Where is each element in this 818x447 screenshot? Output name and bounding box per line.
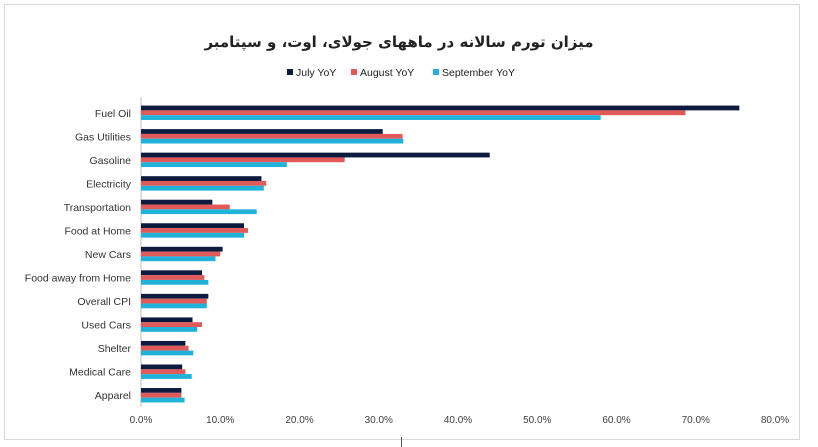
bar-september (141, 397, 185, 403)
bar-july (141, 105, 740, 111)
category-label: Electricity (86, 178, 132, 190)
legend-swatch-0 (287, 69, 293, 75)
x-tick-label: 70.0% (682, 415, 710, 426)
category-label: New Cars (85, 249, 131, 261)
x-tick-label: 30.0% (365, 415, 393, 426)
bar-july (141, 340, 186, 346)
bar-september (141, 138, 404, 144)
bar-july (141, 223, 245, 229)
bar-august (141, 180, 267, 186)
category-label: Used Cars (81, 320, 131, 332)
bar-july (141, 152, 490, 158)
bar-august (141, 110, 686, 116)
bar-july (141, 270, 203, 276)
category-label: Fuel Oil (95, 108, 131, 120)
bar-july (141, 129, 383, 134)
legend-label-0: July YoY (296, 67, 336, 79)
bar-august (141, 133, 403, 139)
x-tick-label: 80.0% (761, 415, 789, 426)
x-tick-label: 40.0% (444, 415, 472, 426)
legend-label-1: August YoY (360, 67, 414, 79)
bar-july (141, 317, 193, 323)
bar-august (141, 251, 221, 257)
bar-september (141, 209, 257, 215)
bar-september (141, 279, 209, 285)
bar-chart: میزان تورم سالانه در ماههای جولای، اوت، … (25, 33, 790, 426)
bars (141, 105, 740, 403)
legend-swatch-1 (351, 69, 357, 75)
category-labels: Fuel Oil Gas Utilities Gasoline Electricity… (25, 97, 142, 407)
category-label: Medical Care (69, 367, 131, 379)
bar-july (141, 293, 209, 299)
bar-september (141, 115, 601, 120)
value-axis: 0.0% 10.0% 20.0% 30.0% 40.0% 50.0% 60.0% 70.0% 8… (130, 415, 790, 426)
category-label: Gas Utilities (75, 131, 131, 143)
legend: July YoY August YoY September YoY (287, 67, 515, 79)
bar-august (141, 228, 248, 233)
bar-july (141, 388, 182, 393)
category-label: Food at Home (64, 225, 131, 237)
bar-september (141, 232, 245, 238)
x-tick-label: 0.0% (130, 415, 153, 426)
bar-september (141, 350, 194, 356)
bar-august (141, 157, 345, 163)
chart-frame: میزان تورم سالانه در ماههای جولای، اوت، … (4, 4, 800, 440)
cursor-marker (401, 437, 402, 447)
chart-title: میزان تورم سالانه در ماههای جولای، اوت، … (203, 33, 593, 52)
bar-september (141, 185, 264, 191)
category-label: Food away from Home (25, 273, 131, 285)
bar-september (141, 303, 207, 309)
bar-september (141, 256, 216, 262)
legend-swatch-2 (433, 69, 439, 75)
bar-august (141, 345, 189, 351)
bar-august (141, 392, 182, 398)
x-tick-label: 60.0% (602, 415, 630, 426)
category-label: Overall CPI (77, 296, 131, 308)
legend-label-2: September YoY (442, 67, 515, 79)
bar-july (141, 364, 183, 370)
bar-july (141, 246, 223, 252)
bar-august (141, 369, 186, 375)
bar-july (141, 176, 262, 181)
category-label: Apparel (95, 390, 131, 402)
bar-august (141, 204, 230, 210)
x-tick-label: 20.0% (285, 415, 313, 426)
category-label: Transportation (64, 202, 131, 214)
bar-august (141, 322, 203, 328)
bar-september (141, 162, 287, 168)
bar-september (141, 327, 198, 332)
category-label: Gasoline (90, 155, 132, 167)
bar-september (141, 374, 192, 379)
bar-july (141, 199, 213, 205)
x-tick-label: 50.0% (523, 415, 551, 426)
category-label: Shelter (98, 343, 132, 355)
x-tick-label: 10.0% (206, 415, 234, 426)
bar-august (141, 298, 207, 304)
bar-august (141, 275, 205, 280)
